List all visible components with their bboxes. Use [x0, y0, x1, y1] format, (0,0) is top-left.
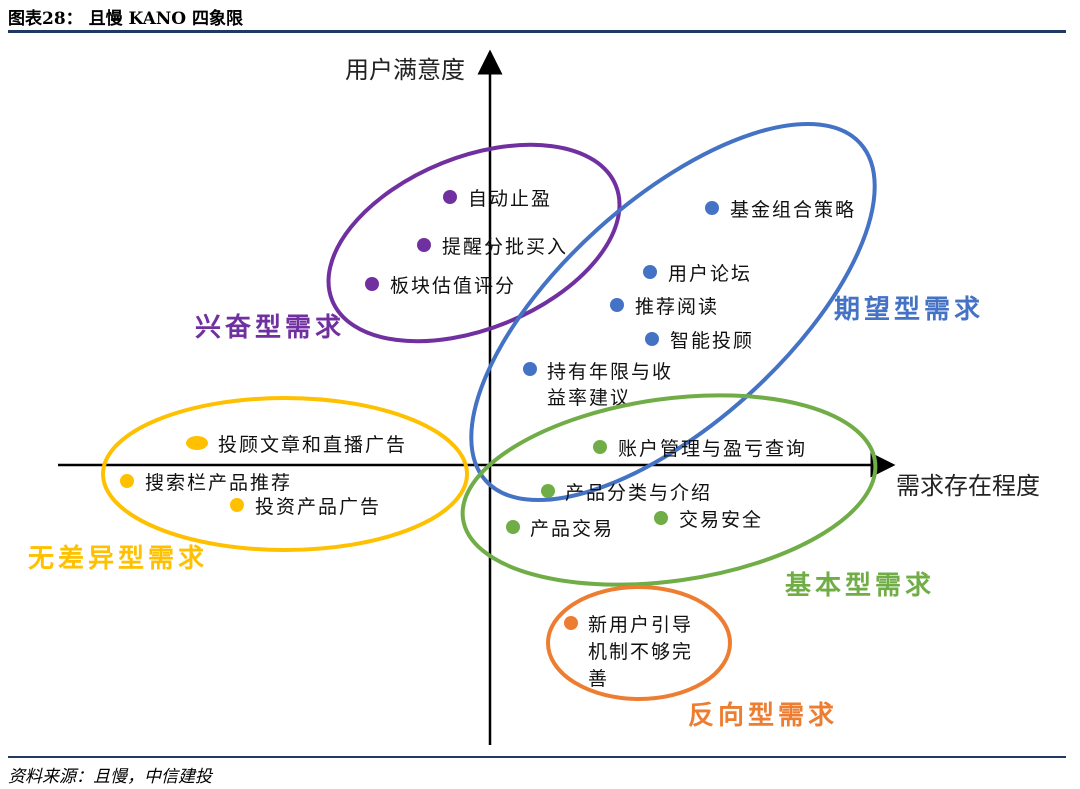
item-advisor-article-ads: 投顾文章和直播广告: [218, 434, 407, 456]
top-rule: [8, 30, 1066, 33]
basic-dot: [541, 484, 555, 498]
item-recommended-reading: 推荐阅读: [635, 296, 719, 318]
expected-label: 期望型需求: [834, 295, 984, 325]
item-investment-product-ads: 投资产品广告: [255, 496, 381, 518]
item-new-user-guide-line2: 机制不够完: [588, 641, 693, 663]
basic-dot: [506, 520, 520, 534]
item-new-user-guide-line1: 新用户引导: [588, 614, 693, 636]
excitement-dot: [365, 277, 379, 291]
item-user-forum: 用户论坛: [668, 263, 752, 285]
item-account-management: 账户管理与盈亏查询: [618, 438, 807, 460]
item-product-trading: 产品交易: [530, 518, 614, 540]
reverse-dot: [564, 616, 578, 630]
item-trading-security: 交易安全: [679, 509, 763, 531]
item-batch-buy-reminder: 提醒分批买入: [442, 236, 568, 258]
reverse-ellipse: [546, 585, 732, 701]
indifferent-label: 无差异型需求: [28, 543, 208, 574]
expected-dot: [523, 362, 537, 376]
item-robo-advisor: 智能投顾: [670, 330, 754, 352]
item-holding-period-line1: 持有年限与收: [547, 361, 673, 383]
indifferent-ellipse: [101, 396, 469, 552]
excitement-ellipse: [326, 142, 622, 344]
item-fund-portfolio-strategy: 基金组合策略: [730, 199, 856, 221]
x-axis-label: 需求存在程度: [896, 472, 1040, 500]
figure-title: 图表28： 且慢 KANO 四象限: [8, 9, 244, 29]
y-axis-label: 用户满意度: [345, 56, 465, 84]
item-search-bar-recommend: 搜索栏产品推荐: [145, 472, 292, 494]
bottom-rule: [8, 756, 1066, 758]
basic-label: 基本型需求: [785, 571, 935, 601]
expected-dot: [645, 332, 659, 346]
item-auto-take-profit: 自动止盈: [468, 188, 552, 210]
item-holding-period-line2: 益率建议: [547, 387, 631, 409]
item-product-classification: 产品分类与介绍: [565, 482, 712, 504]
indifferent-dot: [120, 474, 134, 488]
basic-dot: [654, 511, 668, 525]
reverse-label: 反向型需求: [688, 700, 838, 731]
excitement-dot: [417, 238, 431, 252]
basic-ellipse: [460, 393, 878, 587]
expected-dot: [705, 201, 719, 215]
indifferent-dot: [230, 498, 244, 512]
item-sector-valuation: 板块估值评分: [390, 275, 516, 297]
expected-dot: [610, 298, 624, 312]
excitement-dot: [443, 190, 457, 204]
excitement-label: 兴奋型需求: [195, 313, 345, 343]
expected-dot: [643, 265, 657, 279]
indifferent-dot: [186, 436, 208, 450]
source-note: 资料来源：且慢，中信建投: [8, 767, 212, 787]
item-new-user-guide-line3: 善: [588, 668, 609, 690]
basic-dot: [593, 440, 607, 454]
